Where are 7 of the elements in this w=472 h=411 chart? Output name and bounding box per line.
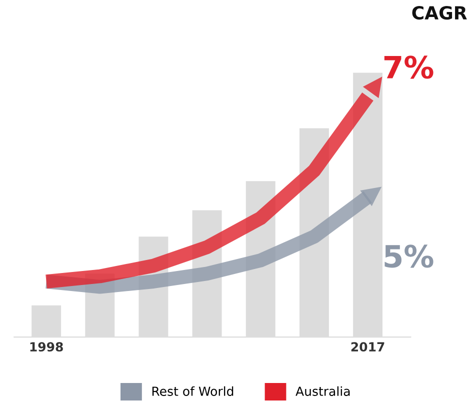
text: CAGR xyxy=(412,6,467,20)
legend-label: Australia xyxy=(296,386,350,396)
annotation: 7% xyxy=(384,56,434,79)
legend-label: Rest of World xyxy=(152,386,234,396)
x-tick-label: 1998 xyxy=(30,342,63,352)
annotation: 5% xyxy=(384,244,434,268)
x-tick-label: 2017 xyxy=(351,342,384,352)
